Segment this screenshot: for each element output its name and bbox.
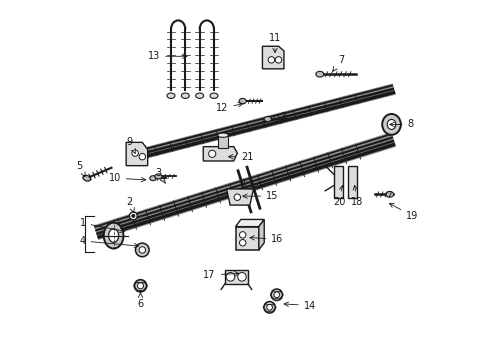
Text: 19: 19: [388, 203, 417, 221]
Text: 16: 16: [249, 234, 283, 244]
Text: 4: 4: [80, 236, 138, 248]
Circle shape: [237, 273, 246, 281]
Ellipse shape: [386, 120, 395, 130]
Ellipse shape: [131, 214, 135, 217]
Text: 1: 1: [80, 218, 124, 233]
Polygon shape: [235, 220, 264, 226]
Ellipse shape: [137, 283, 143, 289]
Ellipse shape: [134, 280, 146, 292]
Polygon shape: [333, 166, 343, 198]
Circle shape: [139, 153, 145, 160]
Ellipse shape: [239, 98, 246, 104]
Ellipse shape: [108, 229, 119, 242]
Text: 5: 5: [76, 161, 85, 177]
Polygon shape: [226, 189, 253, 205]
Text: 2: 2: [126, 197, 134, 212]
Ellipse shape: [266, 305, 272, 310]
Ellipse shape: [217, 133, 228, 137]
Text: 10: 10: [108, 173, 145, 183]
Ellipse shape: [210, 93, 218, 98]
Text: 21: 21: [228, 152, 253, 162]
Text: 9: 9: [126, 138, 135, 153]
Text: 18: 18: [350, 185, 363, 207]
Ellipse shape: [167, 93, 175, 98]
Ellipse shape: [385, 192, 393, 197]
Text: 13: 13: [148, 51, 186, 61]
Ellipse shape: [103, 223, 123, 248]
Polygon shape: [262, 46, 284, 69]
Circle shape: [275, 57, 281, 63]
Text: 14: 14: [284, 301, 315, 311]
Circle shape: [234, 194, 240, 201]
Ellipse shape: [270, 289, 282, 301]
Text: 3: 3: [155, 168, 165, 183]
Text: 17: 17: [203, 270, 239, 280]
Ellipse shape: [273, 292, 279, 298]
Ellipse shape: [83, 175, 90, 181]
Bar: [235, 226, 258, 250]
Ellipse shape: [264, 302, 275, 313]
Ellipse shape: [155, 174, 162, 179]
Ellipse shape: [135, 243, 149, 257]
Text: 8: 8: [389, 120, 413, 129]
Ellipse shape: [315, 71, 323, 77]
Text: 12: 12: [216, 103, 242, 113]
Ellipse shape: [195, 93, 203, 98]
Polygon shape: [126, 142, 147, 166]
Circle shape: [226, 273, 234, 281]
Text: 20: 20: [333, 185, 345, 207]
Circle shape: [132, 150, 138, 156]
Polygon shape: [203, 147, 237, 161]
Ellipse shape: [129, 212, 137, 220]
Circle shape: [208, 150, 215, 157]
Circle shape: [267, 57, 274, 63]
Bar: [224, 270, 247, 284]
Text: 15: 15: [243, 191, 278, 201]
Circle shape: [239, 231, 245, 238]
Ellipse shape: [139, 247, 145, 253]
Ellipse shape: [264, 117, 271, 122]
Ellipse shape: [181, 93, 189, 98]
Bar: [217, 135, 228, 148]
Text: 3: 3: [273, 112, 286, 124]
Text: 6: 6: [137, 293, 143, 309]
Polygon shape: [348, 166, 357, 198]
Polygon shape: [258, 220, 264, 250]
Circle shape: [239, 239, 245, 246]
Text: 7: 7: [332, 55, 344, 71]
Text: 11: 11: [268, 33, 281, 53]
Ellipse shape: [149, 176, 156, 181]
Ellipse shape: [382, 114, 400, 135]
